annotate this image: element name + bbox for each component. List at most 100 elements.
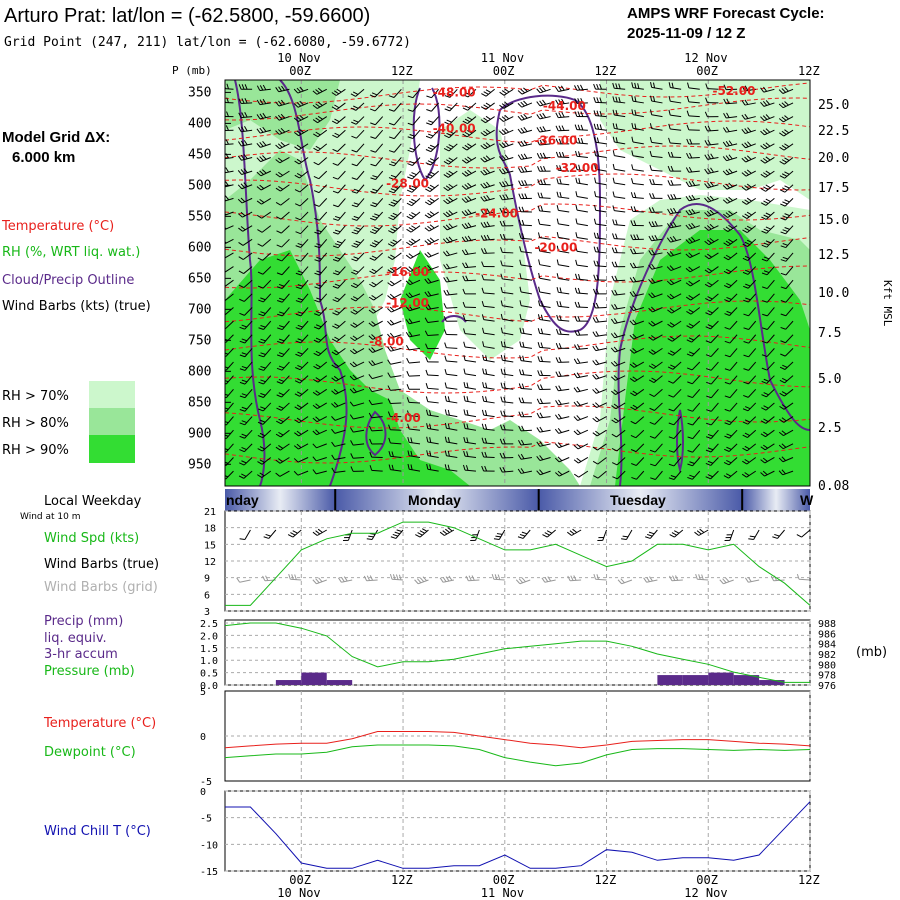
barb-feather — [258, 381, 264, 385]
cross-section-wind-barb — [314, 252, 328, 262]
barb-feather — [482, 327, 485, 334]
barb-feather — [259, 419, 266, 423]
cross-section-wind-barb — [276, 279, 290, 289]
barb-feather — [650, 320, 656, 326]
barb-feather — [631, 164, 634, 170]
cross-section-wind-barb — [331, 116, 346, 125]
cross-section-wind-barb — [462, 301, 476, 308]
cross-section-wind-barb — [742, 266, 757, 275]
barb-feather — [295, 245, 301, 248]
barb-staff — [483, 428, 495, 431]
cross-section-wind-barb — [592, 443, 607, 451]
barb-feather — [669, 279, 675, 284]
cross-section-wind-barb — [743, 293, 757, 303]
barb-feather — [239, 449, 245, 453]
cross-section-wind-barb — [387, 359, 402, 365]
wind-barb-true — [239, 529, 251, 541]
wind-barb-grid — [695, 573, 709, 581]
barb-feather — [688, 195, 693, 201]
barb-feather — [687, 463, 693, 467]
cross-section-wind-barb — [760, 156, 775, 164]
barb-feather — [355, 240, 361, 244]
cross-section-wind-barb — [685, 279, 701, 287]
cross-section-wind-barb — [630, 234, 644, 241]
barb-feather — [746, 225, 753, 230]
isotherm — [225, 173, 810, 197]
barb-feather — [276, 230, 282, 234]
cross-section-wind-barb — [760, 443, 775, 451]
cross-section-wind-barb — [612, 177, 626, 186]
barb-staff — [595, 251, 607, 254]
cross-section-wind-barb — [722, 196, 738, 204]
bottom-time-tick: 00Z — [289, 873, 311, 887]
barb-feather — [673, 193, 677, 200]
barb-feather — [539, 113, 544, 119]
barb-feather — [424, 240, 430, 245]
cross-section-wind-barb — [611, 289, 626, 296]
cross-section-wind-barb — [444, 395, 458, 404]
barb-feather — [592, 446, 598, 451]
cross-section-wind-barb — [594, 204, 607, 213]
barb-feather — [542, 112, 547, 118]
barb-feather — [429, 184, 435, 189]
barb-feather — [724, 354, 731, 358]
cross-section-wind-barb — [480, 194, 495, 202]
barb-staff — [260, 184, 272, 191]
barb-feather — [742, 215, 748, 219]
barb-staff — [614, 182, 626, 186]
barb-feather — [408, 331, 413, 337]
cross-section-wind-barb — [225, 279, 234, 288]
cross-section-wind-barb — [387, 306, 402, 313]
cross-section-wind-barb — [704, 266, 719, 274]
barb-feather — [464, 118, 471, 123]
barb-feather — [389, 280, 395, 285]
barb-feather — [667, 208, 671, 214]
barb-feather — [447, 409, 450, 416]
barb-feather — [685, 267, 691, 273]
barb-feather — [556, 328, 559, 335]
barb-feather — [369, 283, 375, 288]
barb-feather — [592, 302, 596, 309]
barb-feather — [574, 85, 578, 91]
barb-feather — [631, 122, 634, 129]
cross-section-wind-barb — [519, 286, 532, 295]
barb-feather — [390, 241, 396, 245]
barb-feather — [481, 274, 485, 280]
barb-staff — [390, 469, 402, 472]
cross-section-wind-barb — [258, 307, 272, 317]
barb-feather — [371, 321, 376, 326]
barb-feather — [351, 204, 358, 208]
barb-feather — [554, 443, 560, 448]
barb-feather — [331, 364, 337, 369]
barb-feather — [710, 153, 714, 159]
barb-feather — [444, 121, 450, 125]
cross-section-wind-barb — [741, 127, 756, 135]
barb-feather — [705, 298, 711, 302]
barb-feather — [220, 140, 222, 145]
cross-section-wind-barb — [575, 218, 588, 227]
wind-barb-true — [517, 529, 531, 539]
cross-section-wind-barb — [705, 457, 719, 466]
barb-feather — [278, 431, 284, 436]
barb-staff — [576, 155, 588, 158]
cross-section-wind-barb — [368, 399, 383, 406]
legend-rh80: RH > 80% — [2, 416, 69, 431]
cross-section-wind-barb — [388, 184, 402, 194]
cross-section-wind-barb — [611, 443, 626, 452]
barb-feather — [503, 341, 506, 348]
cross-section-wind-barb — [387, 279, 402, 287]
barb-feather — [667, 323, 673, 328]
barb-staff — [766, 388, 775, 398]
cross-section-wind-barb — [481, 88, 495, 97]
cross-section-wind-barb — [351, 116, 365, 125]
cross-section-wind-barb — [779, 184, 794, 193]
barb-feather — [485, 102, 491, 107]
cross-section-wind-barb — [388, 157, 402, 167]
cross-section-wind-barb — [631, 150, 644, 158]
barb-feather — [259, 170, 264, 175]
barb-feather — [741, 186, 747, 191]
barb-feather — [520, 127, 525, 133]
cross-section-wind-barb — [741, 99, 756, 106]
cross-section-wind-barb — [407, 88, 421, 99]
